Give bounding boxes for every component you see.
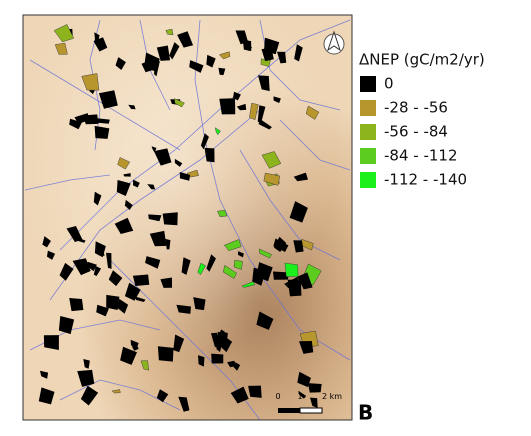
legend-label: 0 — [384, 75, 394, 93]
field-patch — [105, 295, 119, 310]
panel-label: B — [358, 401, 373, 425]
legend-title: ΔNEP (gC/m2/yr) — [359, 51, 485, 69]
scale-bar-segment — [278, 408, 300, 413]
field-patch — [211, 353, 223, 363]
field-patch — [219, 98, 236, 116]
field-patch — [285, 263, 298, 277]
legend-swatch — [360, 100, 376, 116]
scale-label: 1 — [297, 392, 302, 401]
field-patch — [158, 346, 174, 361]
scale-bar-segment — [300, 408, 322, 413]
legend-label: -84 - -112 — [384, 147, 458, 165]
legend-swatch — [360, 172, 376, 188]
page: {"map": { "legend": {"title": "ΔNEP (gC/… — [0, 0, 531, 436]
legend-label: -28 - -56 — [384, 99, 448, 117]
map-area — [23, 15, 352, 420]
legend-label: -112 - -140 — [384, 171, 467, 189]
legend-label: -56 - -84 — [384, 123, 448, 141]
scale-label: 0 — [275, 392, 280, 401]
scale-label: 2 km — [322, 392, 342, 401]
legend: 0 -28 - -56 -56 - -84 -84 - -112 -112 - -140 — [360, 75, 467, 189]
legend-swatch — [360, 76, 376, 92]
map-figure: 0 1 2 km B ΔNEP (gC/m2/yr) 0 -28 - -56 -56… — [0, 0, 531, 436]
legend-swatch — [360, 148, 376, 164]
legend-swatch — [360, 124, 376, 140]
